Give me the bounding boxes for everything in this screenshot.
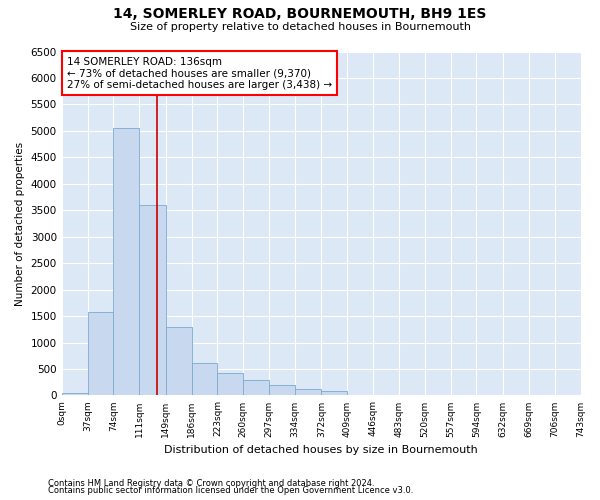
X-axis label: Distribution of detached houses by size in Bournemouth: Distribution of detached houses by size … [164, 445, 478, 455]
Bar [139, 205, 166, 396]
Bar [243, 380, 269, 396]
Bar [269, 385, 295, 396]
Bar [113, 128, 139, 396]
Bar [322, 390, 347, 396]
Bar [191, 362, 217, 396]
Text: Size of property relative to detached houses in Bournemouth: Size of property relative to detached ho… [130, 22, 470, 32]
Bar [88, 312, 113, 396]
Bar [217, 373, 243, 396]
Text: 14, SOMERLEY ROAD, BOURNEMOUTH, BH9 1ES: 14, SOMERLEY ROAD, BOURNEMOUTH, BH9 1ES [113, 8, 487, 22]
Bar [62, 393, 88, 396]
Text: Contains public sector information licensed under the Open Government Licence v3: Contains public sector information licen… [48, 486, 413, 495]
Bar [295, 389, 322, 396]
Text: 14 SOMERLEY ROAD: 136sqm
← 73% of detached houses are smaller (9,370)
27% of sem: 14 SOMERLEY ROAD: 136sqm ← 73% of detach… [67, 56, 332, 90]
Bar [166, 326, 191, 396]
Y-axis label: Number of detached properties: Number of detached properties [15, 142, 25, 306]
Text: Contains HM Land Registry data © Crown copyright and database right 2024.: Contains HM Land Registry data © Crown c… [48, 478, 374, 488]
